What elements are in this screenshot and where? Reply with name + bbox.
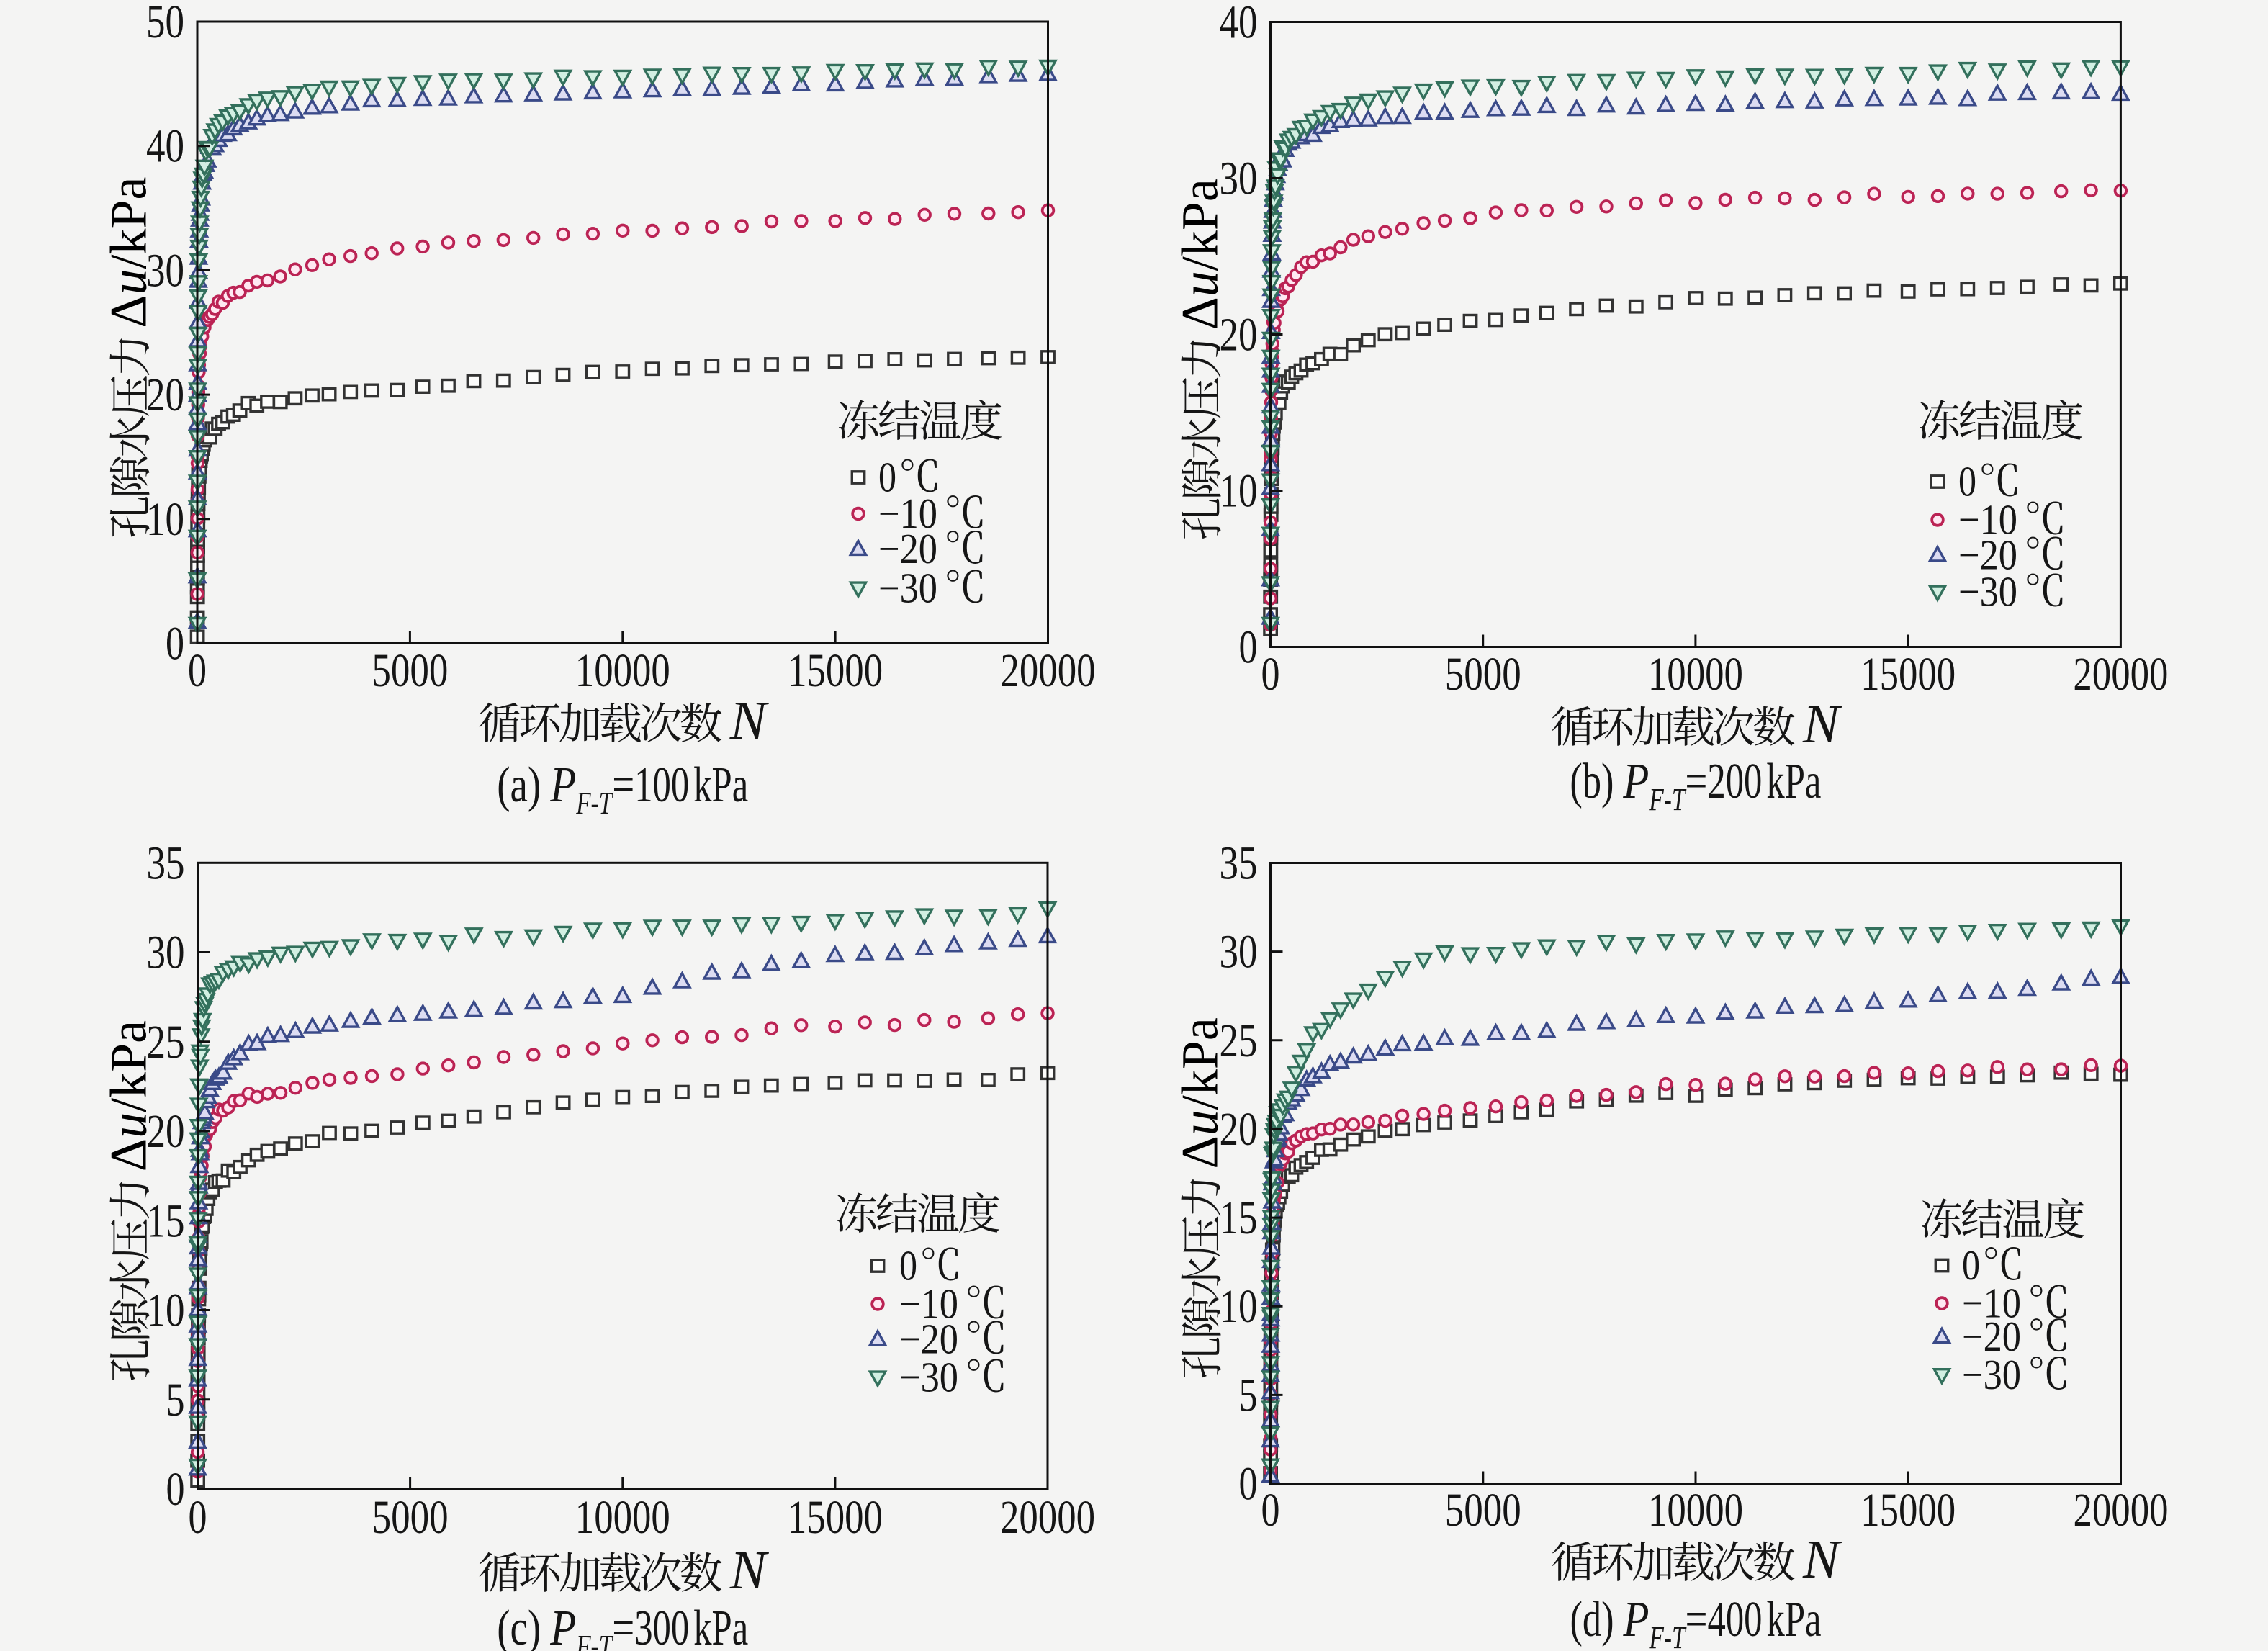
svg-text:5: 5 — [1239, 1369, 1258, 1421]
svg-text:N: N — [1802, 694, 1842, 755]
svg-text:10: 10 — [146, 493, 184, 546]
svg-text:kPa: kPa — [1767, 1592, 1822, 1647]
svg-text:10000: 10000 — [575, 1491, 670, 1544]
svg-text:F-T: F-T — [1649, 1620, 1687, 1651]
svg-text:0: 0 — [899, 1242, 917, 1290]
svg-text:15000: 15000 — [788, 644, 883, 697]
svg-text:15: 15 — [1220, 1192, 1258, 1244]
svg-text:−20: −20 — [899, 1315, 958, 1363]
svg-text:50: 50 — [146, 0, 184, 48]
svg-text:5000: 5000 — [372, 644, 448, 697]
svg-text:Δu/kPa: Δu/kPa — [1171, 179, 1229, 330]
svg-text:−10: −10 — [1958, 496, 2017, 544]
svg-text:−20: −20 — [1962, 1313, 2021, 1360]
svg-text:kPa: kPa — [693, 757, 748, 813]
svg-text:30: 30 — [1220, 153, 1258, 205]
svg-text:10: 10 — [147, 1285, 185, 1337]
svg-text:25: 25 — [147, 1016, 185, 1069]
svg-text:0: 0 — [1261, 1484, 1280, 1537]
svg-text:5000: 5000 — [1445, 648, 1521, 701]
svg-text:100: 100 — [634, 757, 689, 813]
svg-text:(a): (a) — [497, 757, 541, 813]
svg-text:400: 400 — [1708, 1592, 1763, 1647]
svg-text:0: 0 — [878, 454, 896, 501]
svg-text:(b): (b) — [1570, 754, 1614, 809]
svg-text:F-T: F-T — [575, 786, 613, 821]
svg-text:5: 5 — [166, 1374, 185, 1426]
svg-text:20000: 20000 — [1001, 644, 1096, 697]
svg-text:kPa: kPa — [1766, 754, 1821, 809]
svg-text:30: 30 — [146, 244, 184, 297]
svg-text:0: 0 — [1261, 648, 1280, 701]
svg-text:F-T: F-T — [575, 1629, 613, 1651]
svg-text:N: N — [729, 1540, 770, 1601]
svg-text:20: 20 — [147, 1105, 185, 1158]
svg-text:P: P — [549, 1601, 576, 1651]
svg-text:Δu/kPa: Δu/kPa — [100, 1020, 158, 1171]
svg-text:=: = — [1686, 1592, 1708, 1647]
svg-text:P: P — [549, 757, 576, 813]
svg-text:F-T: F-T — [1649, 782, 1687, 817]
svg-text:15000: 15000 — [1860, 648, 1956, 701]
svg-text:5000: 5000 — [372, 1491, 449, 1544]
svg-text:−30: −30 — [899, 1354, 958, 1401]
svg-text:0: 0 — [166, 618, 184, 670]
svg-text:0: 0 — [189, 1491, 207, 1544]
svg-text:0: 0 — [188, 644, 207, 697]
svg-text:10: 10 — [1220, 1280, 1258, 1333]
svg-text:30: 30 — [1220, 926, 1258, 979]
svg-text:10: 10 — [1220, 465, 1258, 518]
svg-text:−10: −10 — [1962, 1279, 2021, 1327]
svg-text:20: 20 — [146, 369, 184, 421]
svg-text:35: 35 — [1220, 837, 1258, 890]
svg-text:−30: −30 — [878, 564, 937, 612]
svg-text:30: 30 — [147, 927, 185, 979]
svg-text:0: 0 — [1239, 1458, 1258, 1511]
svg-text:P: P — [1623, 754, 1650, 809]
svg-text:Δu/kPa: Δu/kPa — [100, 176, 158, 328]
svg-text:−30: −30 — [1962, 1351, 2021, 1398]
svg-text:15: 15 — [147, 1195, 185, 1247]
svg-text:0: 0 — [1239, 621, 1258, 674]
svg-text:0: 0 — [1962, 1241, 1980, 1289]
svg-text:=: = — [1685, 754, 1707, 809]
svg-text:=: = — [612, 1601, 634, 1651]
svg-text:=: = — [612, 757, 634, 813]
svg-text:N: N — [1802, 1529, 1842, 1590]
svg-text:5000: 5000 — [1445, 1484, 1521, 1537]
svg-text:15000: 15000 — [788, 1491, 883, 1544]
svg-text:−20: −20 — [878, 525, 937, 572]
svg-text:35: 35 — [147, 837, 185, 889]
svg-text:N: N — [729, 690, 770, 751]
svg-text:10000: 10000 — [575, 644, 670, 697]
svg-text:P: P — [1623, 1592, 1650, 1647]
svg-text:20000: 20000 — [2073, 648, 2168, 701]
svg-text:20000: 20000 — [1000, 1491, 1095, 1544]
svg-text:Δu/kPa: Δu/kPa — [1171, 1017, 1229, 1169]
svg-text:25: 25 — [1220, 1015, 1258, 1067]
svg-text:−10: −10 — [899, 1280, 958, 1328]
svg-text:40: 40 — [146, 120, 184, 173]
svg-text:40: 40 — [1220, 0, 1258, 49]
svg-text:kPa: kPa — [693, 1601, 748, 1651]
svg-text:−20: −20 — [1958, 531, 2017, 579]
svg-text:200: 200 — [1707, 754, 1762, 809]
svg-text:15000: 15000 — [1860, 1484, 1956, 1537]
svg-text:−10: −10 — [878, 490, 937, 537]
svg-text:(c): (c) — [497, 1601, 541, 1651]
svg-text:300: 300 — [634, 1601, 689, 1651]
svg-text:20000: 20000 — [2074, 1484, 2169, 1537]
svg-text:(d): (d) — [1570, 1592, 1614, 1647]
svg-text:0: 0 — [166, 1463, 185, 1516]
svg-text:10000: 10000 — [1648, 1484, 1743, 1537]
svg-text:−30: −30 — [1958, 568, 2017, 616]
svg-text:0: 0 — [1958, 458, 1976, 505]
svg-text:10000: 10000 — [1648, 648, 1743, 701]
svg-text:20: 20 — [1220, 309, 1258, 361]
svg-text:20: 20 — [1220, 1103, 1258, 1156]
